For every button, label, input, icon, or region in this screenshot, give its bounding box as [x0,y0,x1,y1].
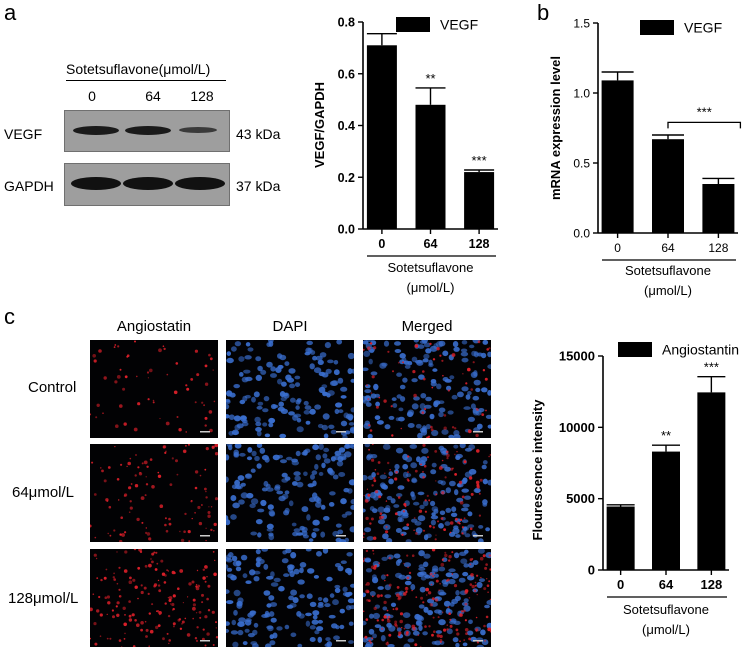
y-tick-label: 0.4 [338,119,355,133]
row-label: 64μmol/L [12,484,75,501]
y-tick-label: 10000 [559,420,595,435]
treatment-label: Sotetsuflavone(μmol/L) [66,61,211,77]
x-tick-label: 64 [661,241,675,255]
panel-label-b: b [537,0,550,25]
lane-label: 64 [145,88,161,104]
y-tick-label: 0.0 [338,223,355,237]
blot-band [71,177,121,190]
x-axis-title: Sotetsuflavone [623,602,709,617]
micrograph-merged-64 [363,444,491,542]
legend-swatch [618,342,652,357]
legend-swatch [396,17,430,32]
bar [606,506,635,570]
panel-label-a: a [4,0,17,25]
bar [415,104,446,229]
x-axis-title-unit: (μmol/L) [407,280,455,295]
bar [652,451,680,570]
bar [652,139,684,233]
x-axis-title: Sotetsuflavone [625,263,711,278]
row-label: Control [28,379,77,396]
band-size: 43 kDa [236,126,281,142]
band-size: 37 kDa [236,178,281,194]
x-tick-label: 128 [701,577,723,592]
bar [697,392,726,570]
x-tick-label: 0 [378,237,385,251]
micrograph-merged-128 [363,549,491,647]
blot-band [123,177,173,190]
significance-mark: ** [425,71,435,86]
chart-b: 0.0 0.5 1.0 1.5 mRNA expression level 0 64 128 *… [548,17,742,298]
micrograph-dapi-control [226,340,354,438]
micrograph-merged-control [363,340,491,438]
row-label: 128μmol/L [8,590,79,607]
x-axis-title-unit: (μmol/L) [644,283,692,298]
treatment-underline [66,80,226,81]
micrograph-dapi-128 [226,549,354,647]
bar [464,172,495,229]
y-tick-label: 15000 [559,349,595,364]
blot-band [175,177,225,190]
legend-label: VEGF [440,17,478,33]
x-tick-label: 0 [614,241,621,255]
x-tick-label: 128 [469,237,490,251]
gapdh-blot [64,163,230,206]
x-tick-label: 64 [424,237,438,251]
y-tick-label: 0.5 [573,157,590,171]
column-title: Angiostatin [116,318,192,335]
significance-bracket [667,121,742,129]
x-axis-title: Sotetsuflavone [387,260,473,275]
blot-band [73,126,119,135]
blot-band [179,127,217,133]
band-name: GAPDH [4,178,54,194]
vegf-blot [64,110,230,152]
y-tick-label: 5000 [566,491,595,506]
x-tick-label: 64 [659,577,674,592]
micrograph-dapi-64 [226,444,354,542]
panel-label-c: c [4,304,15,329]
band-name: VEGF [4,126,43,142]
y-tick-label: 1.5 [573,17,590,31]
significance-mark: *** [697,104,712,119]
legend-label: Angiostantin [662,342,739,358]
chart-c: 0 5000 10000 15000 Flourescence intensity 0 64… [530,342,739,638]
micrograph-angiostatin-64 [90,444,218,542]
x-tick-label: 128 [708,241,728,255]
micrograph-angiostatin-128 [90,549,218,647]
y-tick-label: 0.2 [338,171,355,185]
lane-label: 128 [190,88,214,104]
bar [366,45,397,229]
significance-mark: *** [472,153,487,168]
micrograph-angiostatin-control [90,340,218,438]
y-tick-label: 0.0 [573,227,590,241]
y-tick-label: 0.6 [338,67,355,81]
bar [601,80,634,234]
bar [702,184,735,233]
significance-mark: ** [661,428,671,443]
y-axis-title: mRNA expression level [548,56,563,200]
column-title: DAPI [272,318,308,335]
x-tick-label: 0 [617,577,624,592]
blot-band [125,126,171,135]
significance-mark: *** [704,360,719,375]
legend-label: VEGF [684,20,722,36]
y-axis-title: Flourescence intensity [530,399,545,541]
y-tick-label: 0 [588,563,595,578]
y-axis-title: VEGF/GAPDH [312,82,327,168]
column-title: Merged [401,318,453,335]
x-axis-title-unit: (μmol/L) [642,622,690,637]
chart-a: 0.0 0.2 0.4 0.6 0.8 VEGF/GAPDH 0 64 ** 128 *** Sote… [312,16,498,295]
y-tick-label: 1.0 [573,87,590,101]
lane-label: 0 [88,88,96,104]
legend-swatch [640,20,674,35]
y-tick-label: 0.8 [338,16,355,30]
